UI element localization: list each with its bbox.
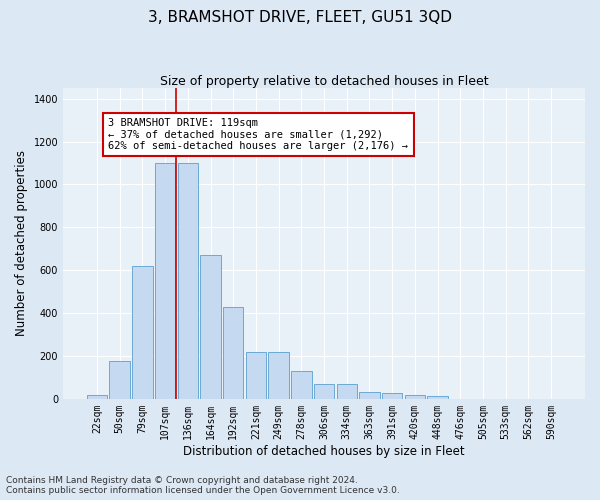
Bar xyxy=(87,394,107,399)
Bar xyxy=(337,384,357,399)
Bar xyxy=(109,362,130,399)
Bar xyxy=(200,255,221,399)
Bar xyxy=(404,394,425,399)
X-axis label: Distribution of detached houses by size in Fleet: Distribution of detached houses by size … xyxy=(183,444,465,458)
Bar xyxy=(427,396,448,399)
Bar xyxy=(268,352,289,399)
Text: Contains HM Land Registry data © Crown copyright and database right 2024.
Contai: Contains HM Land Registry data © Crown c… xyxy=(6,476,400,495)
Text: 3, BRAMSHOT DRIVE, FLEET, GU51 3QD: 3, BRAMSHOT DRIVE, FLEET, GU51 3QD xyxy=(148,10,452,25)
Title: Size of property relative to detached houses in Fleet: Size of property relative to detached ho… xyxy=(160,75,488,88)
Bar xyxy=(178,163,198,399)
Bar xyxy=(291,371,311,399)
Bar xyxy=(359,392,380,399)
Text: 3 BRAMSHOT DRIVE: 119sqm
← 37% of detached houses are smaller (1,292)
62% of sem: 3 BRAMSHOT DRIVE: 119sqm ← 37% of detach… xyxy=(109,118,409,151)
Bar xyxy=(314,384,334,399)
Bar xyxy=(132,266,152,399)
Bar xyxy=(155,163,175,399)
Bar xyxy=(223,306,244,399)
Y-axis label: Number of detached properties: Number of detached properties xyxy=(15,150,28,336)
Bar xyxy=(382,394,403,399)
Bar xyxy=(245,352,266,399)
